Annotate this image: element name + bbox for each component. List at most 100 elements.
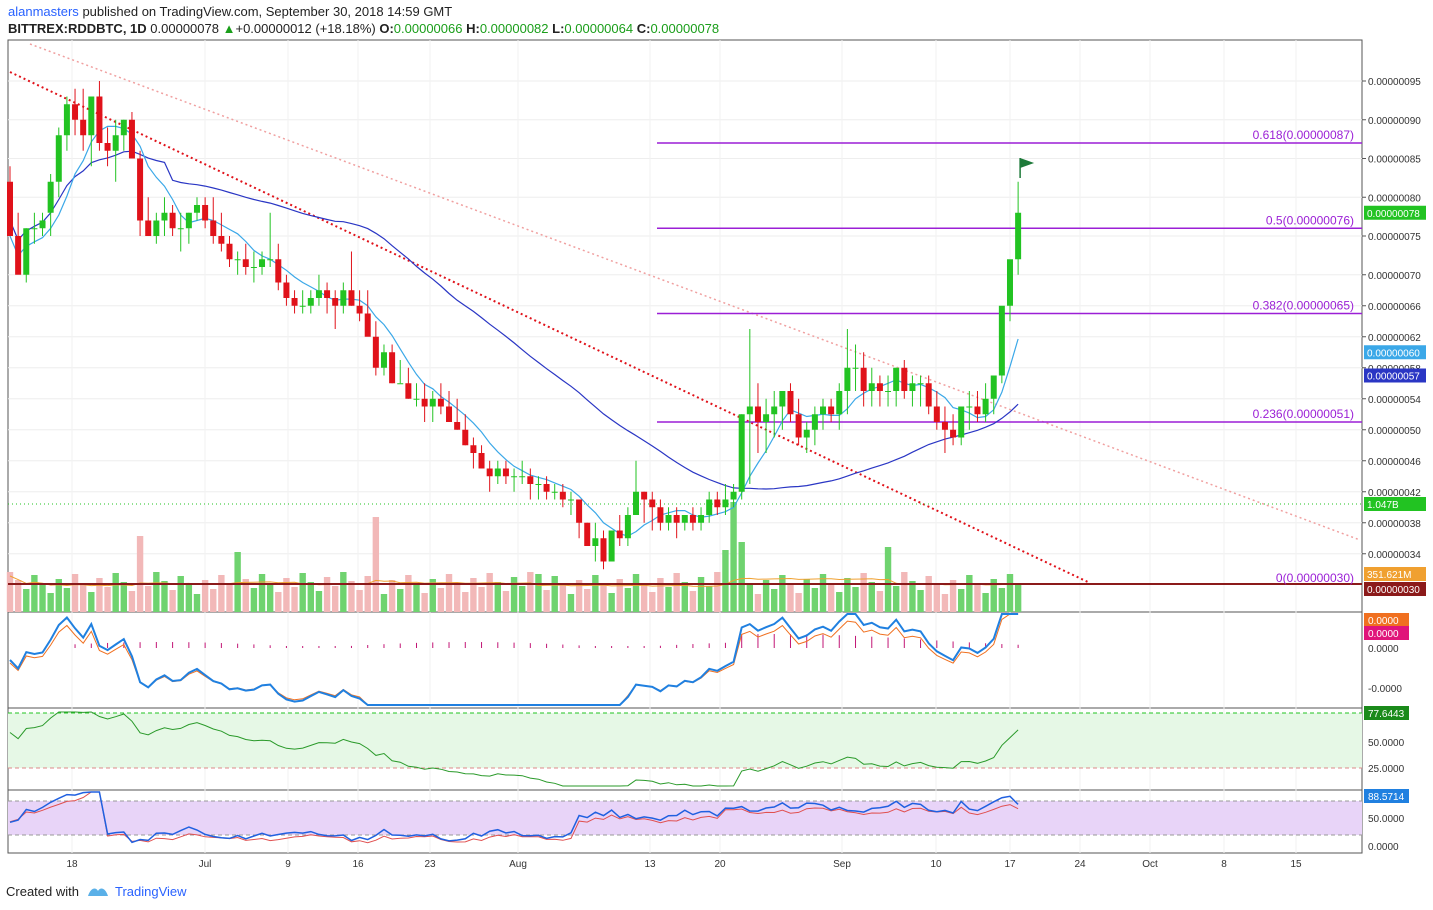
publish-line: alanmasters published on TradingView.com… (8, 4, 452, 19)
volume-bar (892, 586, 900, 612)
candle-body (689, 515, 696, 523)
candle-body (193, 205, 200, 213)
candle (356, 290, 363, 322)
candle-body (941, 422, 948, 430)
volume-bar (575, 580, 583, 612)
created-with-label: Created with (6, 884, 79, 899)
candle (372, 321, 379, 376)
close-label: C: (636, 21, 651, 36)
x-tick-label: 24 (1074, 859, 1086, 870)
candle-body (112, 135, 119, 151)
y-tick-label: 0.00000090 (1368, 116, 1421, 127)
candle-body (210, 220, 217, 236)
candle-body (283, 282, 290, 298)
candle (511, 468, 518, 492)
candle-body (876, 383, 883, 391)
candle (23, 228, 30, 283)
candle (397, 360, 404, 385)
candle (470, 437, 477, 469)
volume-bar (697, 577, 705, 612)
candle-body (462, 429, 469, 446)
volume-bar (592, 575, 599, 612)
volume-bar (608, 593, 615, 612)
volume-bar (348, 581, 355, 612)
candle-body (909, 383, 916, 391)
candle-body (324, 290, 331, 298)
y-tick-label: 0.00000054 (1368, 395, 1421, 406)
candle (120, 119, 127, 151)
candle-body (161, 212, 168, 221)
volume-bar (388, 580, 396, 612)
candle-body (624, 515, 631, 539)
flag-icon (1020, 158, 1035, 168)
candle (543, 476, 550, 500)
candle-body (714, 499, 721, 508)
volume-bar (210, 589, 217, 612)
tradingview-brand[interactable]: TradingView (114, 884, 187, 899)
candle-body (202, 205, 209, 221)
candle (486, 460, 493, 492)
badge-bg (1364, 368, 1426, 383)
candle-body (608, 530, 615, 562)
candle-body (364, 313, 371, 337)
volume-bar (584, 589, 591, 612)
badge-bg (1364, 205, 1426, 220)
fib-label: 0.618(0.00000087) (1253, 128, 1354, 142)
volume-bar (177, 576, 184, 612)
pane-frame (7, 611, 1363, 709)
volume-bar (405, 575, 412, 612)
candle (242, 243, 249, 275)
candle-body (470, 445, 477, 453)
rsi-label: 50.0000 (1368, 814, 1405, 825)
volume-bar (234, 552, 241, 612)
volume-bar (827, 583, 835, 612)
volume-bar (291, 587, 298, 612)
candle (527, 468, 534, 500)
candle (811, 406, 818, 446)
volume-bar (551, 576, 558, 612)
candle (933, 391, 940, 430)
candle-body (226, 243, 233, 260)
x-tick-label: 9 (285, 859, 291, 870)
candle (803, 422, 810, 453)
candle-body (535, 484, 542, 485)
volume-bar (616, 579, 623, 612)
candle-body (421, 398, 428, 407)
candle (63, 96, 70, 151)
volume-bar (958, 589, 965, 612)
volume-bar (462, 592, 469, 612)
y-tick-label: 0.00000034 (1368, 550, 1421, 561)
symbol-line: BITTREX:RDDBTC, 1D 0.00000078 ▲+0.000000… (8, 21, 719, 36)
candle-body (519, 476, 526, 478)
candle (413, 383, 420, 407)
x-tick-label: Jul (199, 859, 212, 870)
candle-body (169, 212, 176, 229)
candle-body (998, 305, 1005, 376)
candle-body (893, 367, 900, 391)
candle-body (820, 406, 826, 415)
candle (665, 507, 672, 531)
candle (974, 391, 981, 422)
volume-bar (275, 592, 282, 612)
candle (681, 515, 688, 531)
candle (698, 507, 705, 531)
candle-body (925, 383, 932, 407)
candle-body (494, 468, 501, 477)
candle-body (267, 259, 274, 261)
volume-bar (6, 572, 14, 612)
badge-label: 0.00000030 (1367, 585, 1420, 596)
volume-bar (510, 577, 518, 612)
volume-bar (55, 579, 62, 612)
candle (218, 212, 225, 252)
volume-bar (966, 575, 973, 612)
candle-body (486, 468, 493, 477)
volume-bar (39, 584, 46, 612)
author-link[interactable]: alanmasters (8, 4, 79, 19)
x-tick-label: 10 (930, 859, 942, 870)
badge-bg (1364, 582, 1426, 596)
volume-bar (705, 586, 713, 612)
candle (340, 282, 347, 314)
volume-bar (413, 584, 420, 612)
volume-bar (332, 586, 339, 612)
